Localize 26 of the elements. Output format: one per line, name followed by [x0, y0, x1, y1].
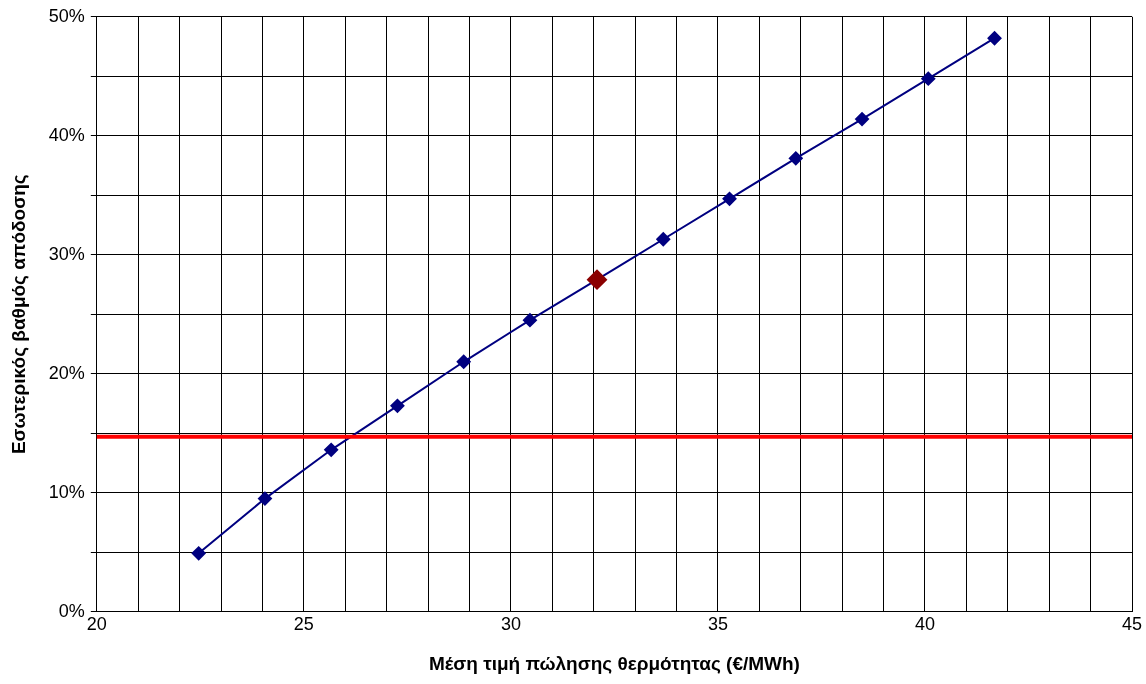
point	[855, 112, 870, 127]
point	[390, 398, 405, 413]
point	[656, 232, 671, 247]
point	[191, 546, 206, 561]
point	[722, 191, 737, 206]
y-tick-label: 30%	[48, 243, 85, 264]
x-tick-label: 30	[500, 614, 521, 635]
x-tick-label: 20	[86, 614, 107, 635]
point	[257, 491, 272, 506]
y-tick-label: 50%	[48, 5, 85, 26]
x-axis-title: Μέση τιμή πώλησης θερμότητας (€/MWh)	[428, 652, 800, 674]
x-tick-label: 40	[914, 614, 935, 635]
y-axis-title: Εσωτερικός βαθμός απόδοσης	[7, 174, 29, 455]
point	[324, 442, 339, 457]
point	[987, 31, 1002, 46]
y-tick-label: 20%	[48, 362, 85, 383]
x-tick-label: 45	[1121, 614, 1143, 635]
y-tick-label: 0%	[58, 600, 85, 621]
point	[522, 313, 537, 328]
x-tick-label: 35	[707, 614, 728, 635]
point	[456, 354, 471, 369]
x-tick-label: 25	[293, 614, 314, 635]
point	[788, 151, 803, 166]
y-tick-label: 10%	[48, 481, 85, 502]
y-tick-label: 40%	[48, 124, 85, 145]
point	[921, 71, 936, 86]
